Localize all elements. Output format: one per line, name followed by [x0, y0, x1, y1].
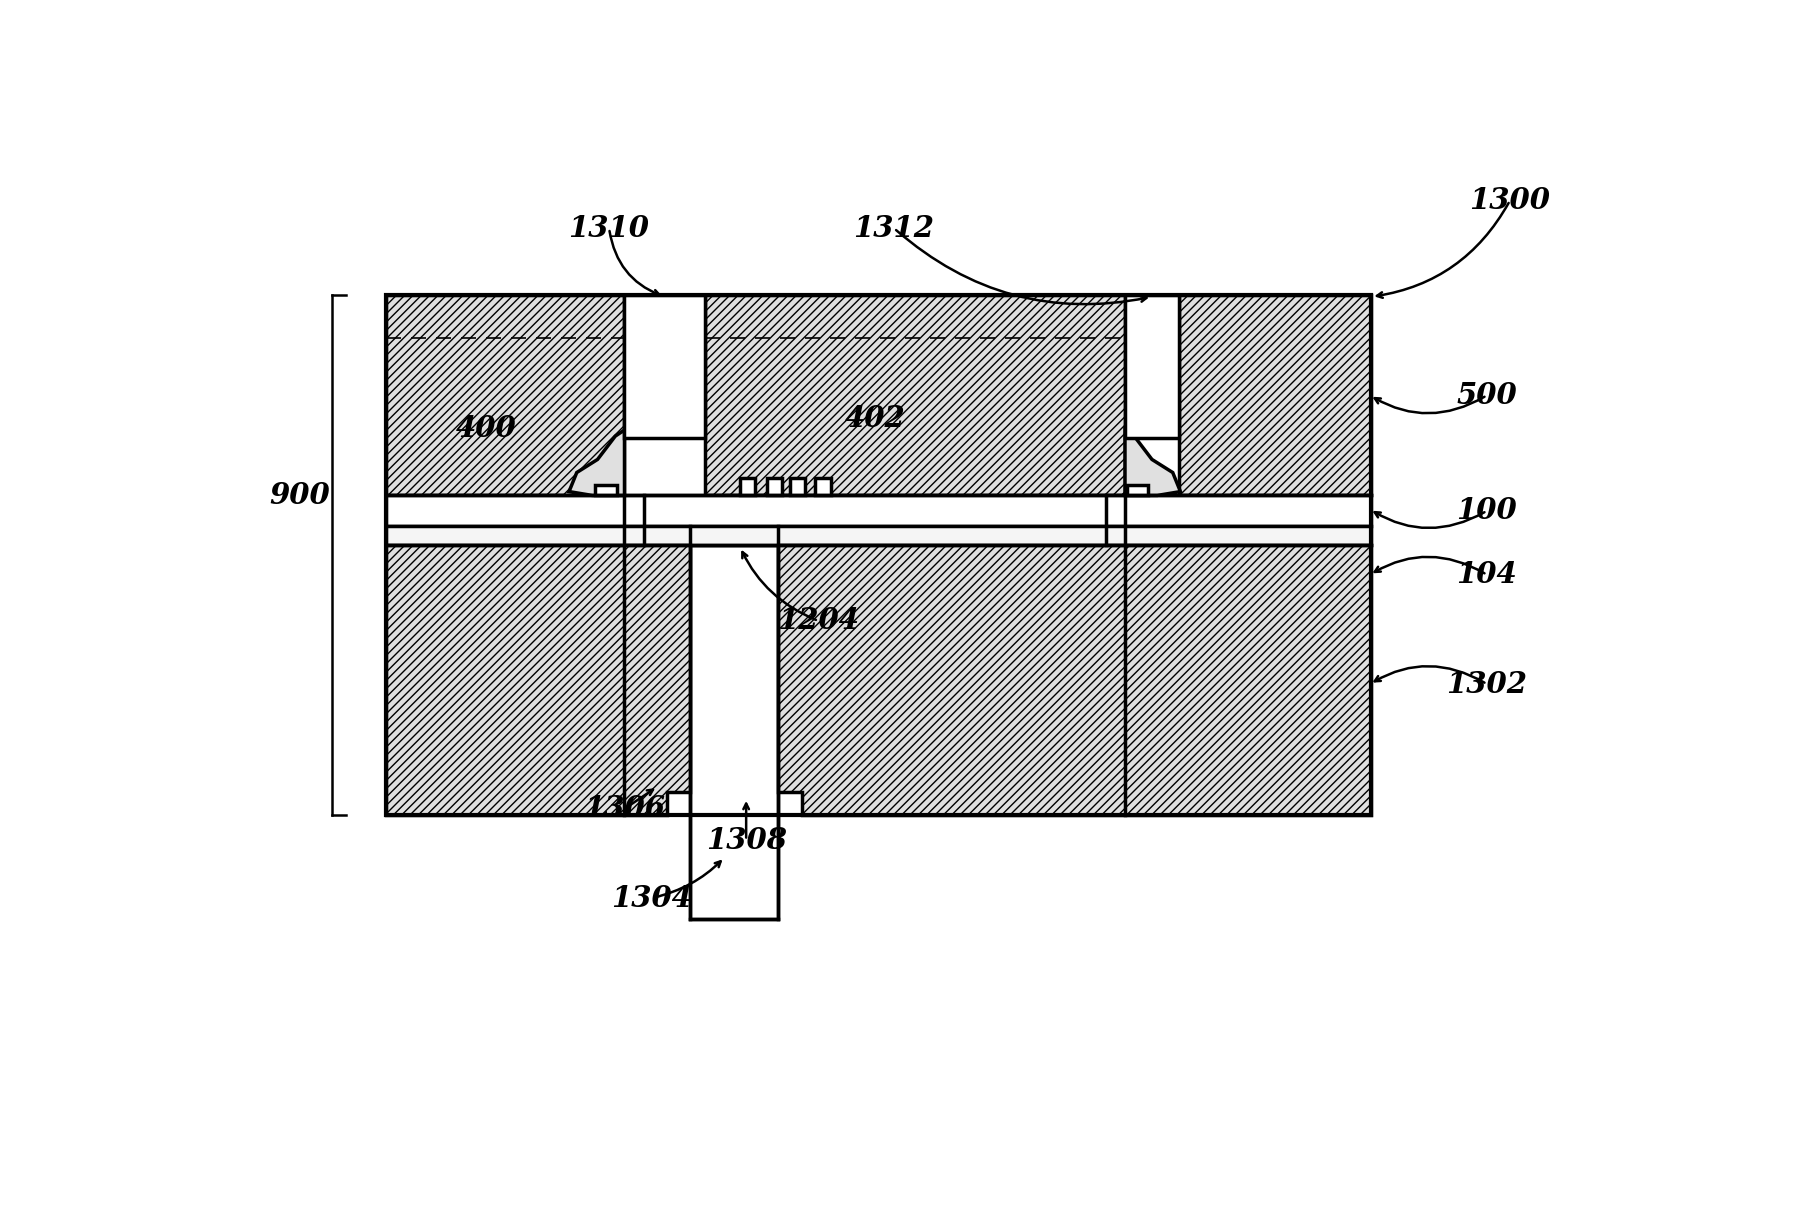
Bar: [1178, 295, 1371, 496]
Text: 104: 104: [1456, 560, 1518, 589]
Bar: [691, 545, 778, 919]
Text: 400: 400: [456, 413, 516, 442]
Bar: [1125, 295, 1178, 438]
Text: 1306: 1306: [584, 794, 665, 823]
Bar: [385, 295, 625, 496]
Bar: [791, 479, 805, 496]
Bar: [740, 479, 756, 496]
Text: 1204: 1204: [778, 607, 860, 636]
Text: 500: 500: [1456, 381, 1518, 410]
Bar: [816, 479, 831, 496]
Text: 1300: 1300: [1469, 186, 1551, 215]
Bar: [625, 295, 705, 438]
Text: 1312: 1312: [853, 214, 934, 243]
Polygon shape: [385, 545, 691, 815]
Text: 402: 402: [844, 404, 905, 433]
Bar: [594, 485, 616, 496]
Text: 1310: 1310: [569, 214, 649, 243]
Text: 1302: 1302: [1447, 670, 1527, 699]
Bar: [767, 479, 782, 496]
Text: 900: 900: [269, 481, 329, 510]
Text: 1308: 1308: [705, 826, 787, 855]
Bar: [1127, 485, 1149, 496]
Bar: [385, 526, 1371, 545]
Bar: [385, 295, 1371, 815]
Bar: [705, 295, 1125, 496]
Polygon shape: [778, 545, 1371, 815]
Polygon shape: [569, 430, 625, 496]
Text: 100: 100: [1456, 497, 1518, 526]
Bar: [385, 496, 1371, 526]
Text: 1304: 1304: [611, 884, 693, 913]
Polygon shape: [1125, 430, 1180, 496]
